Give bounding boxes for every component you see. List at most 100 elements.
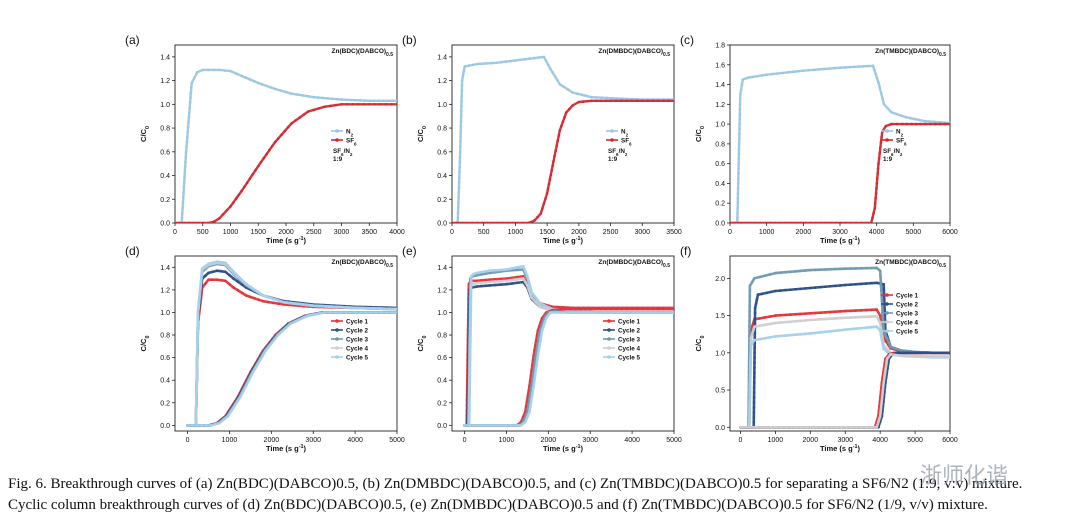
series-cycle-3-marker	[748, 284, 752, 288]
series-n2-marker	[736, 206, 739, 210]
series-cycle-4-marker	[870, 315, 873, 318]
y-tick-label: 1.8	[715, 43, 725, 50]
series-cycle-5-sf6-marker	[301, 316, 305, 320]
series-cycle-4-sf6-marker	[809, 426, 813, 429]
series-cycle-1-marker	[829, 310, 832, 314]
y-tick-label: 1.4	[160, 54, 170, 61]
series-sf6-marker	[872, 211, 875, 215]
y-tick-label: 0.2	[715, 201, 725, 208]
legend-marker	[885, 311, 889, 315]
series-sf6-marker	[533, 219, 536, 222]
series-sf6-marker	[878, 151, 881, 155]
series-cycle-4-marker	[799, 319, 802, 323]
series-cycle-5-line	[463, 264, 674, 427]
series-sf6-marker	[280, 133, 283, 136]
series-sf6-marker	[237, 193, 241, 197]
series-sf6-marker	[356, 103, 360, 106]
series-cycle-5-sf6-marker	[293, 320, 297, 324]
series-cycle-4-marker	[779, 321, 782, 324]
series-n2-marker	[874, 72, 878, 76]
series-cycle-5-sf6-marker	[200, 424, 203, 427]
series-n2-marker	[187, 121, 190, 124]
series-cycle-2-marker	[753, 361, 756, 365]
series-cycle-2-marker	[215, 269, 219, 273]
series-cycle-5-sf6-marker	[662, 311, 665, 314]
x-tick-label: 3000	[334, 229, 350, 236]
legend-label: SF6	[346, 138, 357, 147]
series-cycle-2-marker	[882, 298, 886, 302]
series-sf6-marker	[874, 192, 878, 195]
legend-label: N2	[621, 129, 629, 138]
series-cycle-3-marker	[748, 324, 751, 328]
series-n2-marker	[890, 110, 893, 114]
series-cycle-5-sf6-marker	[514, 424, 518, 427]
series-cycle-5-sf6-marker	[317, 312, 320, 315]
series-cycle-5-sf6-marker	[226, 415, 230, 418]
series-cycle-5-marker	[533, 294, 536, 298]
series-cycle-4-sf6-marker	[804, 426, 808, 429]
series-n2-marker	[331, 97, 334, 101]
series-n2-marker	[595, 96, 598, 99]
series-cycle-4-marker	[524, 280, 527, 284]
series-cycle-3-sf6-marker	[532, 369, 535, 372]
series-cycle-3-sf6-marker	[530, 384, 533, 388]
series-cycle-5-marker	[475, 271, 479, 275]
series-n2-marker	[290, 92, 293, 95]
series-cycle-5-sf6-marker	[473, 424, 477, 427]
series-sf6-marker	[465, 221, 469, 223]
series-cycle-2-marker	[864, 282, 868, 285]
series-sf6-marker	[604, 99, 608, 103]
series-n2-marker	[462, 69, 466, 73]
series-cycle-5-sf6-marker	[667, 311, 671, 314]
y-tick-label: 1.0	[715, 122, 725, 129]
series-cycle-1-marker	[510, 276, 514, 280]
series-cycle-5-sf6-marker	[528, 410, 531, 414]
series-cycle-2-marker	[809, 286, 812, 290]
x-tick-label: 3500	[666, 229, 682, 236]
series-cycle-2-marker	[752, 396, 756, 399]
series-n2-marker	[186, 130, 189, 134]
series-sf6-marker	[563, 115, 566, 119]
watermark: 浙师化谐	[920, 464, 1009, 489]
series-cycle-5-sf6-marker	[306, 314, 309, 318]
series-sf6-marker	[839, 221, 843, 223]
series-cycle-5-marker	[468, 409, 471, 412]
series-cycle-2-marker	[224, 270, 227, 274]
series-cycle-5-sf6-marker	[259, 358, 262, 361]
x-tick-label: 1000	[508, 229, 524, 236]
y-tick-label: 1.0	[437, 310, 447, 317]
series-cycle-1-sf6-line	[463, 307, 674, 427]
series-n2-marker	[180, 216, 184, 220]
series-cycle-3-marker	[889, 345, 892, 349]
panel-title: Zn(TMBDC)(DABCO)0.5	[875, 259, 946, 269]
series-cycle-5-marker	[499, 268, 503, 272]
series-cycle-5-marker	[195, 379, 199, 383]
series-cycle-1-sf6-marker	[636, 307, 639, 311]
series-sf6-marker	[251, 173, 254, 176]
series-cycle-5-marker	[235, 273, 239, 277]
series-cycle-1-marker	[232, 286, 235, 289]
series-cycle-5-marker	[197, 301, 201, 305]
series-cycle-5-sf6-marker	[543, 320, 547, 324]
series-n2-line	[730, 64, 950, 223]
series-cycle-5-marker	[784, 334, 787, 337]
x-tick-label: 2000	[796, 229, 812, 236]
series-cycle-5-sf6-marker	[583, 311, 587, 314]
series-sf6-marker	[334, 103, 338, 107]
x-axis-label: Time (s g-1)	[543, 236, 584, 245]
series-cycle-1-marker	[864, 308, 868, 312]
series-n2-marker	[737, 172, 740, 175]
series-sf6-marker	[733, 221, 737, 223]
series-sf6-marker	[914, 122, 918, 126]
series-sf6-marker	[516, 221, 520, 223]
series-cycle-4-sf6-marker	[860, 426, 863, 429]
series-cycle-5-sf6-marker	[536, 354, 540, 357]
series-cycle-1-sf6-marker	[536, 329, 540, 332]
series-cycle-5-sf6-marker	[270, 341, 274, 345]
series-cycle-5-marker	[748, 390, 752, 393]
series-cycle-5-sf6-marker	[463, 424, 466, 427]
caption-line-1: Fig. 6. Breakthrough curves of (a) Zn(BD…	[8, 476, 1023, 492]
series-cycle-4-marker	[542, 306, 546, 310]
series-cycle-1-marker	[794, 313, 797, 316]
